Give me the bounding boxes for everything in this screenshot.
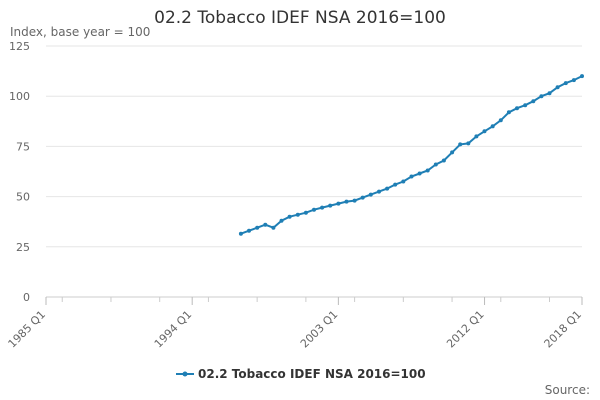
data-point: [425, 168, 430, 173]
y-axis-label: Index, base year = 100: [10, 25, 150, 39]
data-point: [344, 199, 349, 204]
data-point: [377, 189, 381, 194]
data-point: [385, 186, 390, 191]
data-point: [255, 225, 260, 230]
chart-title: 02.2 Tobacco IDEF NSA 2016=100: [154, 8, 446, 28]
data-point: [271, 225, 276, 230]
x-tick-label: 2018 Q1: [542, 308, 585, 351]
y-axis: 0 25 50 75 100 125: [9, 40, 30, 304]
data-point: [563, 81, 568, 86]
source-note: Source:: [545, 383, 590, 397]
data-point: [506, 110, 511, 115]
data-point: [247, 228, 251, 233]
data-point: [352, 198, 357, 203]
x-tick-label: 1994 Q1: [152, 308, 195, 351]
data-point: [417, 171, 422, 176]
data-point: [523, 103, 528, 108]
data-point: [401, 179, 406, 184]
data-point: [328, 203, 333, 208]
y-tick-label: 125: [9, 40, 30, 53]
data-point: [238, 231, 243, 236]
data-point: [466, 141, 471, 146]
data-point: [531, 99, 536, 104]
data-point: [303, 210, 308, 215]
data-point: [312, 207, 316, 212]
data-point: [441, 158, 446, 163]
y-tick-label: 100: [9, 90, 30, 103]
x-tick-label: 1985 Q1: [6, 308, 49, 351]
data-point: [336, 201, 341, 206]
data-point: [287, 214, 292, 219]
y-tick-label: 50: [16, 191, 30, 204]
legend[interactable]: 02.2 Tobacco IDEF NSA 2016=100: [176, 367, 426, 381]
data-point: [279, 218, 284, 223]
x-tick-label: 2012 Q1: [444, 308, 487, 351]
legend-label: 02.2 Tobacco IDEF NSA 2016=100: [198, 367, 426, 381]
data-point: [360, 195, 365, 200]
x-axis: 1985 Q1 1994 Q1 2003 Q1 2012 Q1 2018 Q1: [6, 297, 585, 351]
data-point: [263, 222, 268, 227]
data-point: [490, 124, 495, 129]
data-point: [393, 182, 398, 187]
series-line: [240, 75, 583, 235]
y-tick-label: 0: [23, 291, 30, 304]
data-point: [433, 162, 438, 167]
y-tick-label: 25: [16, 241, 30, 254]
data-point: [498, 118, 503, 123]
data-point: [571, 78, 576, 83]
data-point: [580, 74, 584, 79]
data-point: [295, 212, 300, 217]
data-point: [547, 91, 552, 96]
data-point: [450, 150, 455, 155]
data-point: [320, 205, 325, 210]
data-point: [482, 129, 487, 134]
y-tick-label: 75: [16, 140, 30, 153]
series: [238, 74, 584, 236]
data-point: [409, 174, 414, 179]
data-point: [555, 85, 560, 90]
data-point: [458, 142, 463, 147]
legend-marker: [182, 371, 188, 377]
data-point: [474, 134, 479, 139]
data-point: [539, 94, 544, 99]
grid: [46, 45, 582, 298]
data-point: [515, 106, 519, 111]
x-tick-label: 2003 Q1: [298, 308, 341, 351]
data-point: [368, 192, 373, 197]
